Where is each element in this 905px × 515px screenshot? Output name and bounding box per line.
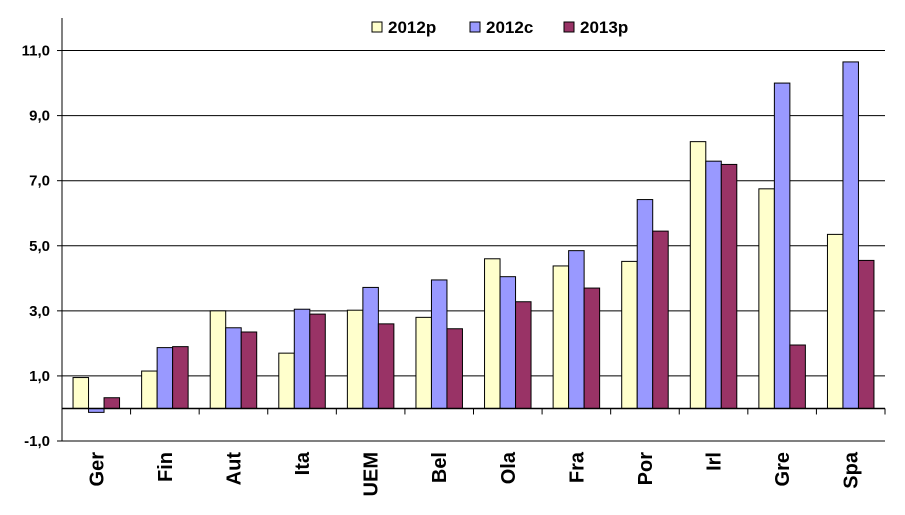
bar-2012p-Gre xyxy=(758,188,775,409)
bar-2012c-Spa xyxy=(842,61,859,409)
axes xyxy=(57,18,886,442)
x-category-label: Ita xyxy=(292,451,314,475)
bar-2013p-Fra xyxy=(583,287,601,409)
bar-2012c-UEM xyxy=(362,286,379,409)
x-category-label: Fin xyxy=(155,452,177,482)
y-tick-label: -1,0 xyxy=(24,433,50,450)
y-tick-label: 1,0 xyxy=(29,368,50,385)
y-tick-label: 11,0 xyxy=(22,43,50,60)
x-category-label: Gre xyxy=(772,452,794,486)
legend-label-2013p: 2013p xyxy=(580,18,628,37)
bar-2012p-Ger xyxy=(72,377,90,409)
bar-2013p-Fin xyxy=(172,346,189,409)
x-category-labels: Ger Fin Aut Ita UEM Bel Ola Fra Por Irl Gre Spa xyxy=(86,451,862,496)
bar-2012c-Fin xyxy=(156,347,174,409)
bar-2012p-Fra xyxy=(552,265,570,409)
x-category-label: Bel xyxy=(429,452,451,483)
bar-2012c-Ola xyxy=(499,276,517,409)
gridlines xyxy=(62,50,885,442)
bar-2013p-Ger xyxy=(103,397,121,409)
x-category-label: Por xyxy=(635,452,657,486)
bar-2013p-Irl xyxy=(720,163,738,409)
legend-swatch-2013p xyxy=(563,21,575,33)
x-category-label: Irl xyxy=(704,452,726,471)
bar-2012c-Fra xyxy=(568,250,585,409)
bar-2013p-Bel xyxy=(446,328,463,409)
legend-label-2012p: 2012p xyxy=(388,18,436,37)
bar-2013p-Aut xyxy=(240,331,258,409)
bar-2012c-Aut xyxy=(225,327,242,409)
y-tick-label: 5,0 xyxy=(29,238,50,255)
bar-2012p-Ola xyxy=(484,258,501,409)
legend-swatch-2012c xyxy=(469,21,481,33)
bar-2013p-Gre xyxy=(789,344,806,409)
legend-swatch-2012p xyxy=(371,21,383,33)
bar-2012c-Gre xyxy=(773,82,791,409)
bar-2012p-Aut xyxy=(209,310,227,409)
x-category-label: UEM xyxy=(361,452,383,496)
bar-2012c-Bel xyxy=(430,279,448,409)
bar-2012c-Ita xyxy=(293,308,311,409)
bar-2012p-Por xyxy=(621,260,638,409)
bar-2012p-UEM xyxy=(346,309,364,409)
bar-2012p-Bel xyxy=(415,316,432,409)
bar-2013p-UEM xyxy=(377,323,395,409)
legend-label-2012c: 2012c xyxy=(486,18,533,37)
bar-2013p-Ola xyxy=(515,301,532,409)
x-category-label: Ola xyxy=(498,451,520,484)
bar-2012c-Por xyxy=(636,199,654,409)
y-tick-label: 7,0 xyxy=(29,173,50,190)
bar-2013p-Ita xyxy=(309,313,326,409)
y-tick-label: 3,0 xyxy=(29,303,50,320)
x-category-label: Spa xyxy=(841,451,863,489)
bar-2012p-Ita xyxy=(278,352,295,409)
bar-2012c-Irl xyxy=(705,160,722,409)
x-category-label: Aut xyxy=(223,452,245,486)
x-category-label: Fra xyxy=(566,451,588,483)
bar-2013p-Spa xyxy=(857,259,875,409)
bars xyxy=(72,61,875,413)
bar-2013p-Por xyxy=(652,230,669,409)
y-tick-label: 9,0 xyxy=(29,108,50,125)
bar-2012p-Spa xyxy=(826,233,844,409)
bar-2012p-Fin xyxy=(141,370,158,409)
y-tick-labels: -1,0 1,0 3,0 5,0 7,0 9,0 11,0 xyxy=(22,43,50,450)
legend: 2012p 2012c 2013p xyxy=(371,18,628,37)
x-category-label: Ger xyxy=(86,452,108,487)
bar-2012p-Irl xyxy=(689,141,707,409)
